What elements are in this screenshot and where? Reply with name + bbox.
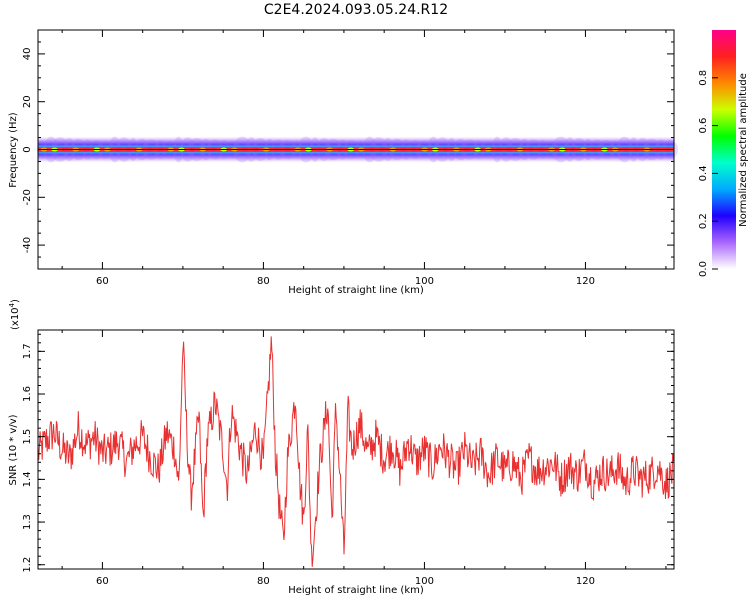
snr-y-tick-label-1.4: 1.4 (22, 471, 33, 487)
snr-panel: 60 80 100 120 1.2 1.3 1.4 1.5 1.6 1.7 Height of … (8, 299, 675, 596)
spectrogram-x-ticks: 60 80 100 120 (61, 30, 667, 287)
snr-x-tick-label-120: 120 (576, 576, 595, 587)
spectrogram-y-ticks: -40 -20 0 20 40 (22, 41, 674, 258)
snr-scale-label: (x104) (8, 299, 21, 330)
snr-y-tick-label-1.7: 1.7 (22, 343, 33, 359)
spectrogram-y-axis-label: Frequency (Hz) (8, 112, 19, 188)
spectrogram-x-tick-label-60: 60 (96, 276, 109, 287)
snr-y-ticks: 1.2 1.3 1.4 1.5 1.6 1.7 (22, 333, 674, 573)
colorbar-tick-label-0.6: 0.6 (698, 118, 709, 134)
colorbar-label: Normalized spectral amplitude (738, 73, 749, 227)
snr-x-axis-label: Height of straight line (km) (288, 585, 424, 596)
snr-y-axis-label: SNR (10 * v/v) (8, 414, 19, 485)
spectrogram-x-tick-label-100: 100 (415, 276, 434, 287)
spectrogram-x-tick-label-80: 80 (257, 276, 270, 287)
snr-y-tick-label-1.6: 1.6 (22, 386, 33, 402)
snr-x-tick-label-100: 100 (415, 576, 434, 587)
spectrogram-x-tick-label-120: 120 (576, 276, 595, 287)
spectrogram-panel: 60 80 100 120 -40 -20 0 20 40 Height of straigh… (8, 29, 678, 296)
colorbar: 0.0 0.2 0.4 0.6 0.8 Normalized spectral ampl… (698, 30, 749, 277)
figure-title: C2E4.2024.093.05.24.R12 (264, 2, 448, 18)
spectrogram-y-tick-label-40: 40 (22, 48, 33, 61)
colorbar-gradient (712, 30, 736, 269)
snr-x-ticks: 60 80 100 120 (61, 330, 667, 587)
snr-x-tick-label-60: 60 (96, 576, 109, 587)
snr-frame (37, 329, 675, 570)
spectrogram-y-tick-label-0: 0 (22, 146, 33, 152)
spectrogram-x-axis-label: Height of straight line (km) (288, 285, 424, 296)
snr-series-line (37, 336, 675, 567)
colorbar-tick-label-0.4: 0.4 (698, 165, 709, 181)
snr-x-tick-label-80: 80 (257, 576, 270, 587)
snr-y-tick-label-1.5: 1.5 (22, 429, 33, 445)
snr-y-tick-label-1.2: 1.2 (22, 557, 33, 573)
colorbar-tick-label-0.0: 0.0 (698, 261, 709, 277)
spectrogram-y-tick-label-20: 20 (22, 95, 33, 108)
snr-y-tick-label-1.3: 1.3 (22, 514, 33, 530)
spectrogram-y-tick-label--40: -40 (22, 237, 33, 253)
colorbar-tick-label-0.2: 0.2 (698, 213, 709, 229)
colorbar-ticks: 0.0 0.2 0.4 0.6 0.8 (698, 70, 718, 277)
spectrogram-y-tick-label--20: -20 (22, 189, 33, 205)
colorbar-tick-label-0.8: 0.8 (698, 70, 709, 86)
